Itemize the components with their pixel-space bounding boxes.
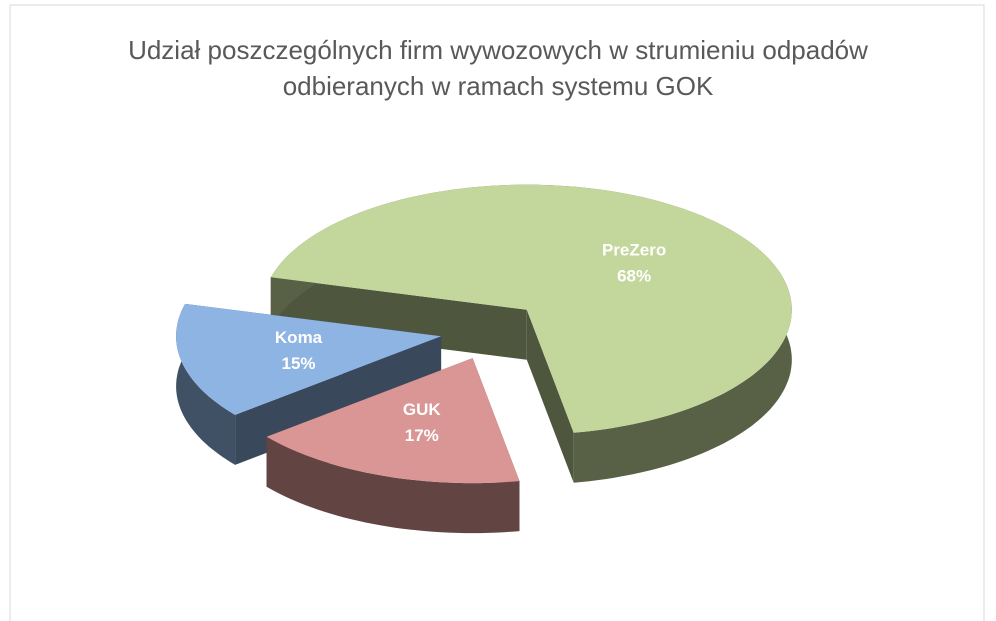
slice-outer-side bbox=[266, 436, 520, 534]
slice-label: PreZero bbox=[602, 241, 666, 260]
slice: GUK 17% bbox=[266, 358, 520, 534]
slice-label: Koma bbox=[275, 328, 323, 347]
slice-value-label: 15% bbox=[282, 354, 316, 373]
slice-value-label: 17% bbox=[405, 426, 439, 445]
slice-label: GUK bbox=[403, 400, 442, 419]
slice-radial-side bbox=[526, 309, 574, 483]
slice-top bbox=[266, 358, 520, 484]
slice-top bbox=[270, 184, 792, 433]
slice: PreZero 68% bbox=[270, 184, 792, 483]
slice-top bbox=[176, 303, 442, 415]
slice-radial-side bbox=[270, 277, 527, 360]
chart-title: Udział poszczególnych firm wywozowych w … bbox=[128, 35, 868, 101]
slice-value-label: 68% bbox=[617, 267, 651, 286]
slice-outer-side bbox=[176, 303, 236, 465]
